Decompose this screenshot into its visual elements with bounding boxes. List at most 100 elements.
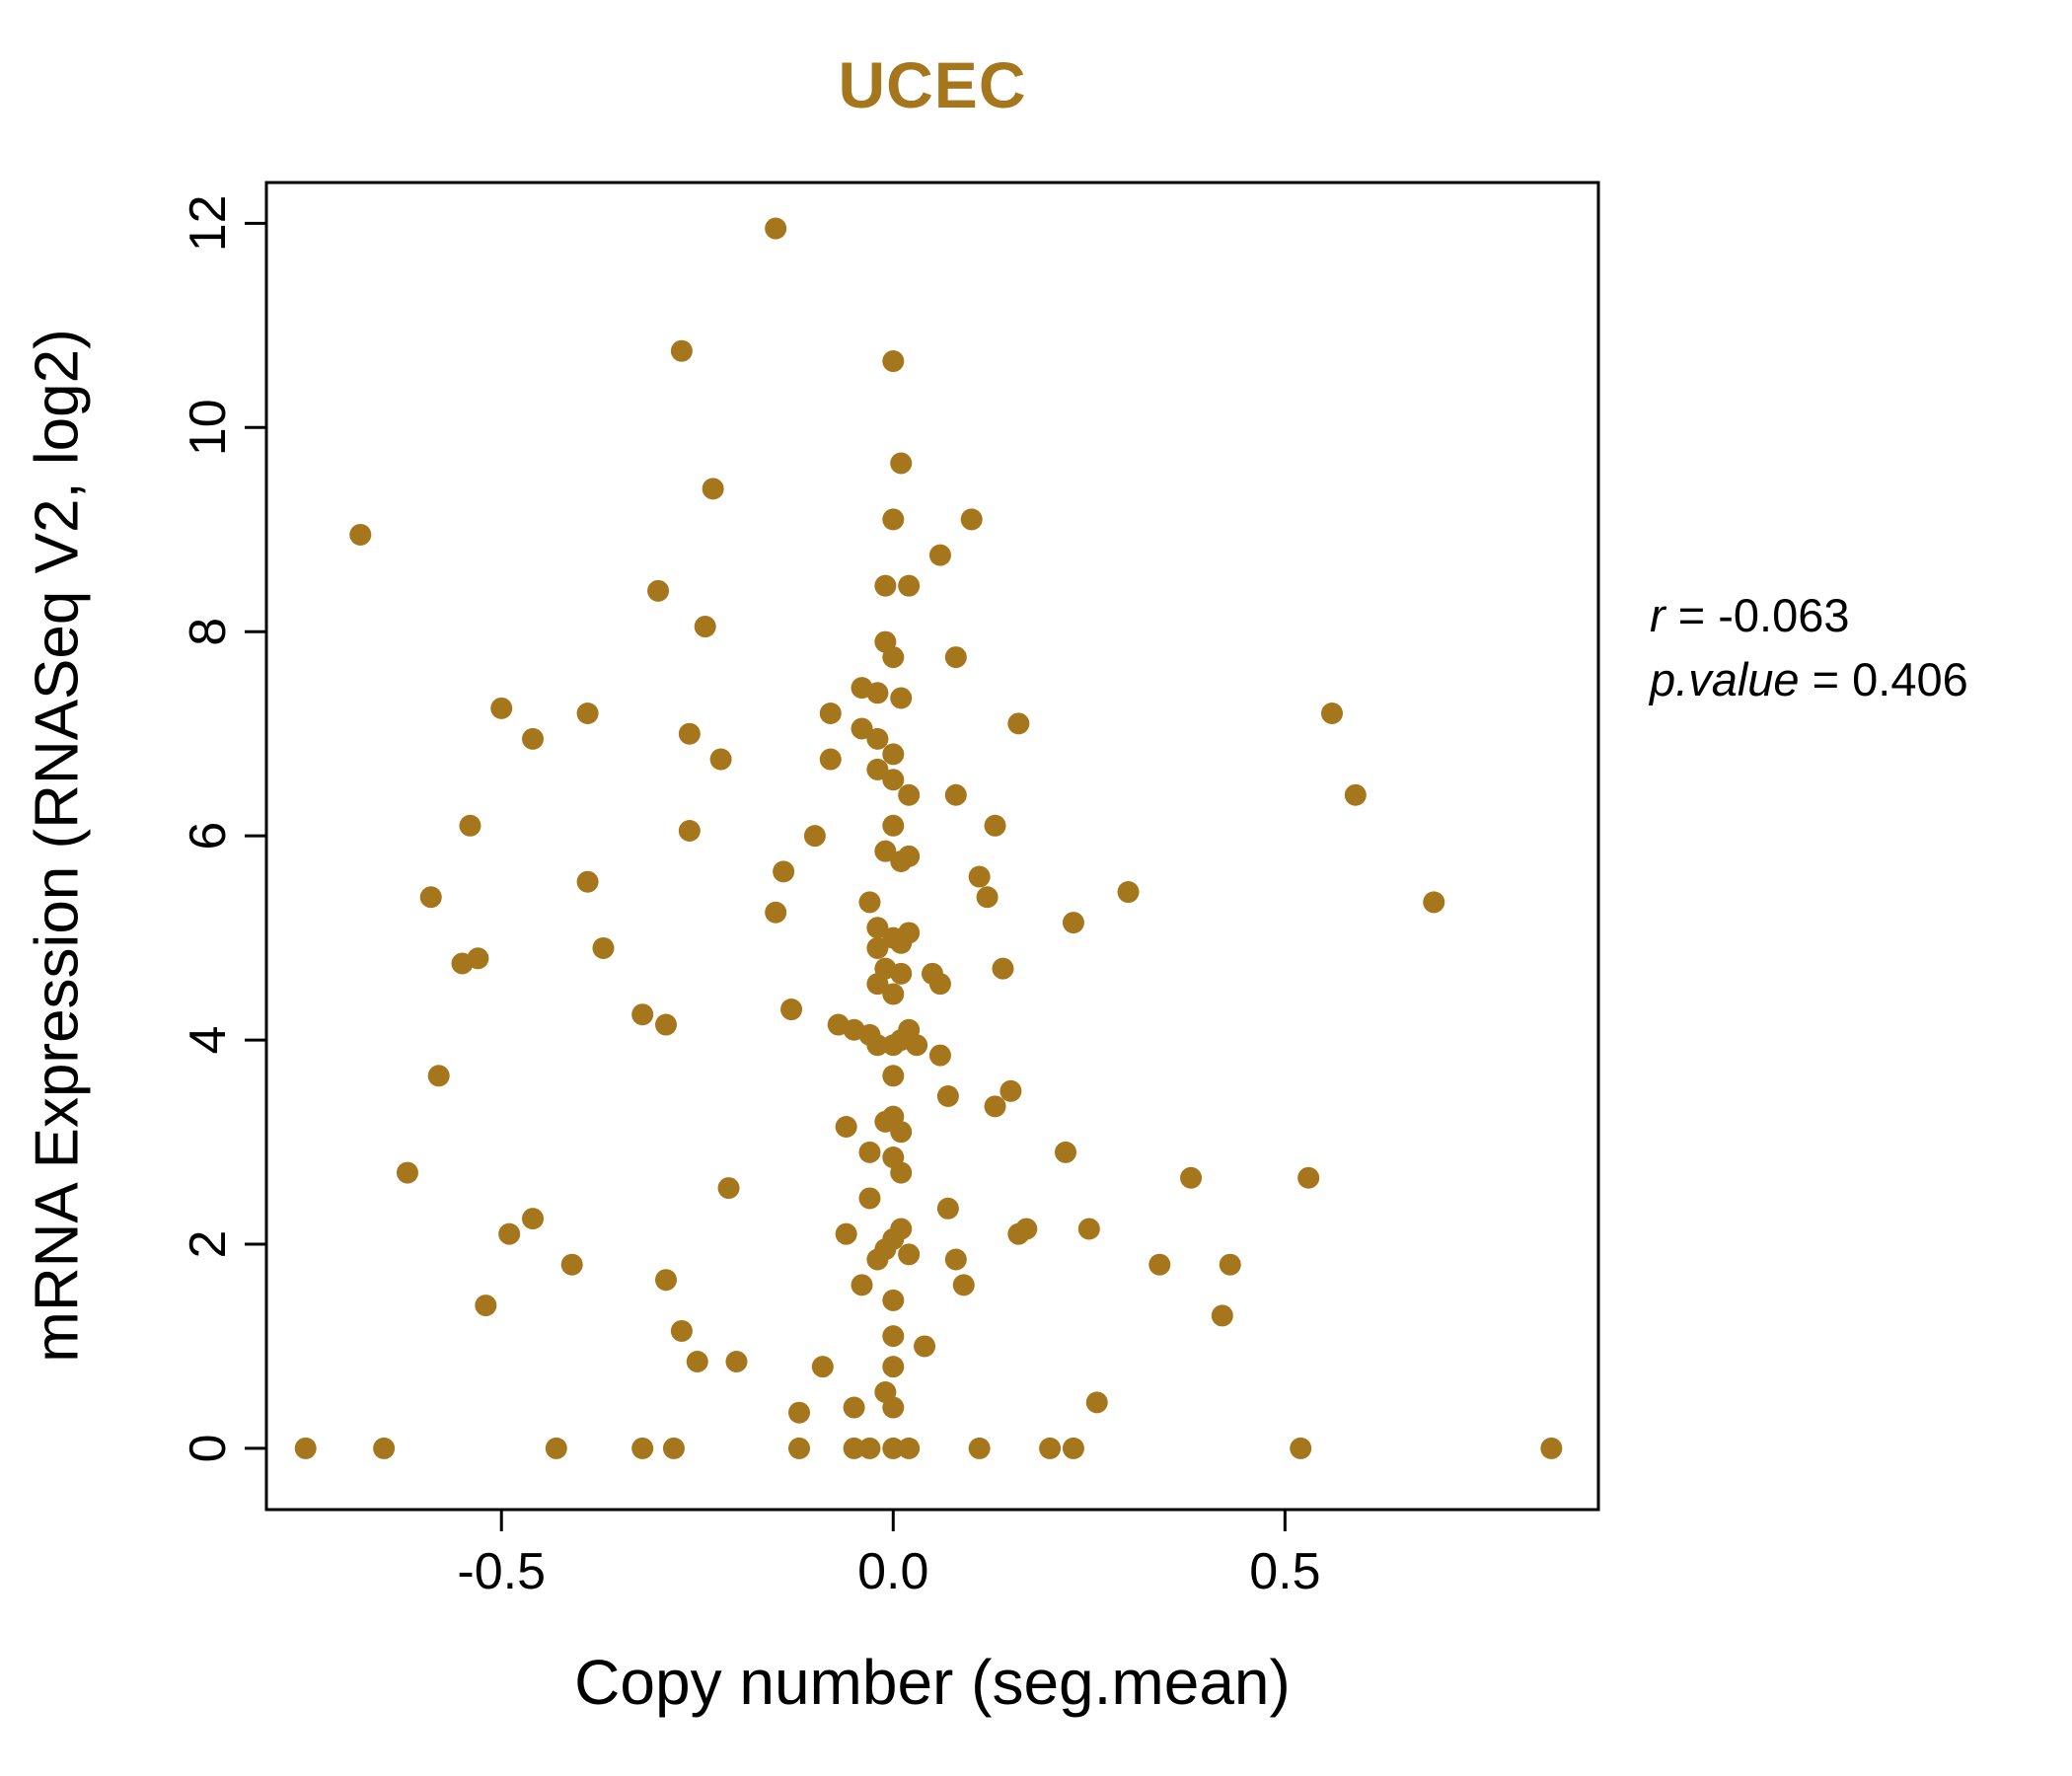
data-point [866, 758, 889, 780]
data-point [1211, 1304, 1233, 1327]
data-point [898, 922, 921, 944]
data-point [882, 508, 905, 531]
data-point [1062, 912, 1084, 934]
correlation-annotation: r = -0.063 p.value = 0.406 [1650, 584, 1968, 712]
data-point [560, 1253, 583, 1276]
data-point [944, 646, 967, 669]
data-point [882, 1396, 905, 1419]
data-point [858, 1437, 881, 1459]
data-point [490, 697, 513, 719]
p-variable: p.value [1650, 652, 1800, 705]
data-point [898, 783, 921, 806]
data-point [882, 1356, 905, 1378]
data-point [984, 814, 1006, 837]
data-point [858, 891, 881, 914]
data-point [890, 687, 913, 709]
data-point [882, 743, 905, 766]
data-point [655, 1269, 677, 1292]
data-point [803, 825, 826, 848]
data-point [725, 1350, 748, 1372]
data-point [765, 901, 787, 924]
data-point [1321, 703, 1343, 724]
data-point [1540, 1437, 1563, 1459]
data-point [1062, 1437, 1084, 1459]
data-point [349, 523, 372, 546]
data-point [576, 703, 599, 724]
data-point [717, 1177, 740, 1200]
data-point [944, 1248, 967, 1271]
data-point [592, 936, 615, 959]
data-point [874, 840, 897, 862]
data-point [898, 1243, 921, 1266]
data-point [843, 1396, 865, 1419]
data-point [1039, 1437, 1062, 1459]
data-point [475, 1295, 497, 1317]
data-point [545, 1437, 567, 1459]
data-point [858, 1187, 881, 1210]
data-point [928, 973, 951, 996]
data-point [670, 1319, 693, 1342]
data-point [678, 819, 701, 842]
data-point [999, 1079, 1022, 1102]
data-point [662, 1437, 685, 1459]
data-point [647, 579, 670, 602]
x-tick-label: -0.5 [457, 1543, 546, 1600]
data-point [576, 870, 599, 893]
data-point [522, 1208, 544, 1230]
data-point [702, 478, 724, 500]
data-point [936, 1084, 959, 1107]
data-point [898, 1437, 921, 1459]
data-point [1180, 1166, 1203, 1189]
data-point [898, 574, 921, 597]
data-point [631, 1437, 654, 1459]
data-point [819, 703, 842, 724]
data-point [1297, 1166, 1320, 1189]
data-point [655, 1013, 677, 1036]
plot-box [264, 181, 1600, 1512]
data-point [992, 957, 1014, 980]
y-tick-label: 0 [180, 1434, 237, 1462]
data-point [498, 1222, 521, 1245]
data-point [709, 748, 732, 771]
data-point [522, 727, 544, 750]
data-point [858, 1141, 881, 1163]
data-point [835, 1222, 857, 1245]
data-point [678, 722, 701, 745]
data-point [1015, 1218, 1038, 1240]
data-point [1148, 1253, 1171, 1276]
data-point [686, 1350, 708, 1372]
x-axis-label: Copy number (seg.mean) [574, 1647, 1291, 1718]
data-point [427, 1065, 450, 1087]
data-point [1117, 881, 1140, 904]
data-point [396, 1161, 418, 1184]
r-variable: r [1650, 589, 1665, 641]
data-point [294, 1437, 317, 1459]
data-point [882, 1289, 905, 1311]
data-point [419, 886, 442, 909]
data-point [694, 616, 716, 638]
data-point [882, 1065, 905, 1087]
chart-title: UCEC [838, 48, 1027, 121]
data-point [866, 917, 889, 939]
y-tick-label: 2 [180, 1230, 237, 1259]
data-point [788, 1401, 810, 1424]
data-point [851, 1274, 873, 1296]
data-point [898, 845, 921, 867]
data-point [866, 682, 889, 704]
data-point [1290, 1437, 1312, 1459]
data-point [906, 1034, 928, 1057]
data-point [914, 1335, 936, 1358]
data-point [866, 1034, 889, 1057]
data-point [928, 544, 951, 566]
data-point [373, 1437, 396, 1459]
data-point [968, 1437, 991, 1459]
data-point [882, 1437, 905, 1459]
r-value-line: r = -0.063 [1650, 584, 1968, 648]
data-point [1085, 1391, 1108, 1414]
data-point [866, 973, 889, 996]
data-point [631, 1003, 654, 1026]
data-point [780, 999, 803, 1021]
data-point [765, 217, 787, 240]
data-point [1219, 1253, 1241, 1276]
